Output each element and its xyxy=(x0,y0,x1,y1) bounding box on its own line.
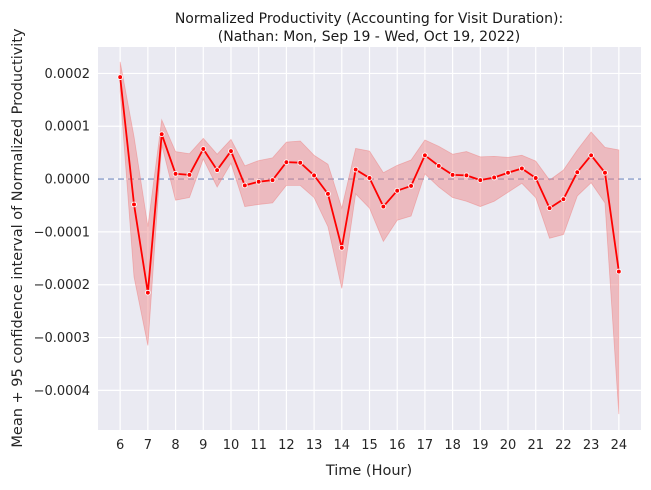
data-point xyxy=(172,170,179,177)
chart-subtitle: (Nathan: Mon, Sep 19 - Wed, Oct 19, 2022… xyxy=(218,29,520,45)
data-point xyxy=(186,171,193,178)
x-tick-label: 9 xyxy=(199,438,207,453)
data-point xyxy=(200,146,207,152)
data-point xyxy=(588,152,594,159)
data-point xyxy=(145,289,151,296)
y-tick-label: −0.0001 xyxy=(34,225,90,240)
data-point xyxy=(477,177,484,183)
x-axis-label: Time (Hour) xyxy=(325,463,412,479)
x-tick-label: 20 xyxy=(500,438,517,453)
x-tick-label: 15 xyxy=(361,438,378,453)
data-point xyxy=(241,182,248,189)
data-point xyxy=(394,187,401,194)
data-point xyxy=(283,159,290,166)
data-point xyxy=(519,165,525,172)
x-tick-label: 22 xyxy=(555,438,572,453)
x-tick-labels: 6 7 8 9 10 11 12 13 14 15 16 17 18 19 20 21 22 23 24 xyxy=(116,438,627,453)
data-point xyxy=(269,177,276,183)
data-point xyxy=(491,174,498,181)
data-point xyxy=(574,169,581,176)
data-point xyxy=(338,244,345,251)
data-point xyxy=(311,172,317,179)
y-tick-label: −0.0004 xyxy=(34,384,90,399)
x-tick-label: 14 xyxy=(334,438,351,453)
data-point xyxy=(546,205,553,211)
data-point xyxy=(560,196,567,202)
data-point xyxy=(449,171,456,178)
y-tick-label: 0.0001 xyxy=(45,120,91,135)
data-point xyxy=(532,175,539,181)
x-tick-label: 6 xyxy=(116,438,124,453)
y-tick-labels: 0.0002 0.0001 0.0000 −0.0001 −0.0002 −0.0003 −… xyxy=(34,67,90,399)
data-point xyxy=(255,178,262,185)
y-tick-label: 0.0000 xyxy=(45,173,91,188)
data-point xyxy=(615,268,622,275)
data-point xyxy=(352,166,359,173)
x-tick-label: 23 xyxy=(583,438,600,453)
x-tick-label: 8 xyxy=(171,438,179,453)
data-point xyxy=(380,203,387,210)
data-point xyxy=(228,148,234,154)
data-point xyxy=(463,172,470,179)
data-point xyxy=(297,159,304,166)
data-point xyxy=(158,131,165,138)
x-tick-label: 17 xyxy=(417,438,434,453)
x-tick-label: 19 xyxy=(472,438,489,453)
x-tick-label: 21 xyxy=(527,438,544,453)
y-tick-label: −0.0002 xyxy=(34,278,90,293)
chart-title: Normalized Productivity (Accounting for … xyxy=(175,11,563,27)
x-tick-label: 7 xyxy=(144,438,152,453)
x-tick-label: 12 xyxy=(278,438,295,453)
data-point xyxy=(366,175,373,181)
confidence-band xyxy=(119,61,620,415)
x-tick-label: 13 xyxy=(306,438,323,453)
data-point xyxy=(408,183,414,189)
data-point xyxy=(214,167,220,173)
data-point xyxy=(435,163,442,169)
x-tick-label: 16 xyxy=(389,438,406,453)
data-point xyxy=(422,152,428,159)
data-point xyxy=(602,169,608,176)
data-points xyxy=(117,74,622,296)
data-point xyxy=(117,74,124,80)
y-tick-label: −0.0003 xyxy=(34,331,90,346)
data-point xyxy=(131,201,137,208)
x-tick-label: 18 xyxy=(444,438,461,453)
x-tick-label: 10 xyxy=(223,438,240,453)
x-tick-label: 11 xyxy=(250,438,267,453)
data-point xyxy=(325,191,331,197)
y-axis-label: Mean + 95 confidence interval of Normali… xyxy=(10,28,26,448)
x-tick-label: 24 xyxy=(611,438,628,453)
data-point xyxy=(505,169,511,176)
y-tick-label: 0.0002 xyxy=(45,67,91,82)
